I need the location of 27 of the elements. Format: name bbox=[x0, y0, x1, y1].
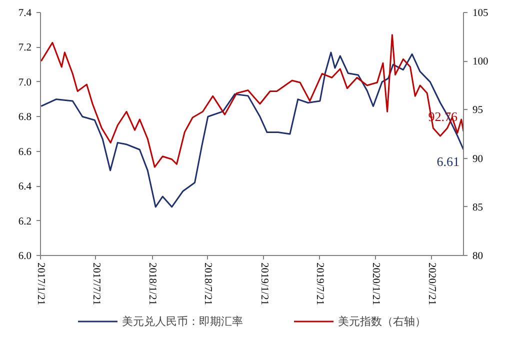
y-tick-label: 7.0 bbox=[18, 77, 32, 88]
x-tick-label: 2020/7/21 bbox=[426, 262, 437, 306]
y-tick-label: 7.4 bbox=[18, 8, 32, 19]
y2-tick-label: 80 bbox=[472, 251, 483, 262]
legend-label: 美元指数（右轴） bbox=[338, 314, 426, 328]
data-label: 6.61 bbox=[436, 154, 460, 170]
y2-tick-label: 95 bbox=[472, 105, 483, 116]
x-tick-label: 2019/7/21 bbox=[314, 262, 325, 306]
x-tick-label: 2017/1/21 bbox=[35, 262, 46, 306]
y2-tick-label: 100 bbox=[472, 56, 488, 68]
y-tick-label: 6.0 bbox=[18, 251, 32, 262]
x-tick-label: 2018/7/21 bbox=[202, 262, 214, 306]
y2-tick-label: 85 bbox=[472, 202, 483, 214]
x-tick-label: 2020/1/21 bbox=[370, 262, 382, 306]
legend-label: 美元兑人民币：即期汇率 bbox=[122, 314, 243, 328]
y2-tick-label: 105 bbox=[472, 8, 488, 19]
y-tick-label: 6.2 bbox=[18, 216, 32, 228]
y-tick-label: 7.2 bbox=[18, 42, 32, 54]
x-tick-label: 2018/1/21 bbox=[146, 262, 158, 306]
y-tick-label: 6.8 bbox=[18, 112, 32, 124]
x-tick-label: 2019/1/21 bbox=[258, 262, 270, 306]
line-series bbox=[40, 34, 464, 168]
x-tick-label: 2017/7/21 bbox=[90, 262, 102, 306]
y-tick-label: 6.4 bbox=[18, 182, 32, 193]
line-series bbox=[40, 52, 464, 208]
y-tick-label: 6.6 bbox=[18, 146, 32, 158]
y2-tick-label: 90 bbox=[472, 154, 483, 165]
